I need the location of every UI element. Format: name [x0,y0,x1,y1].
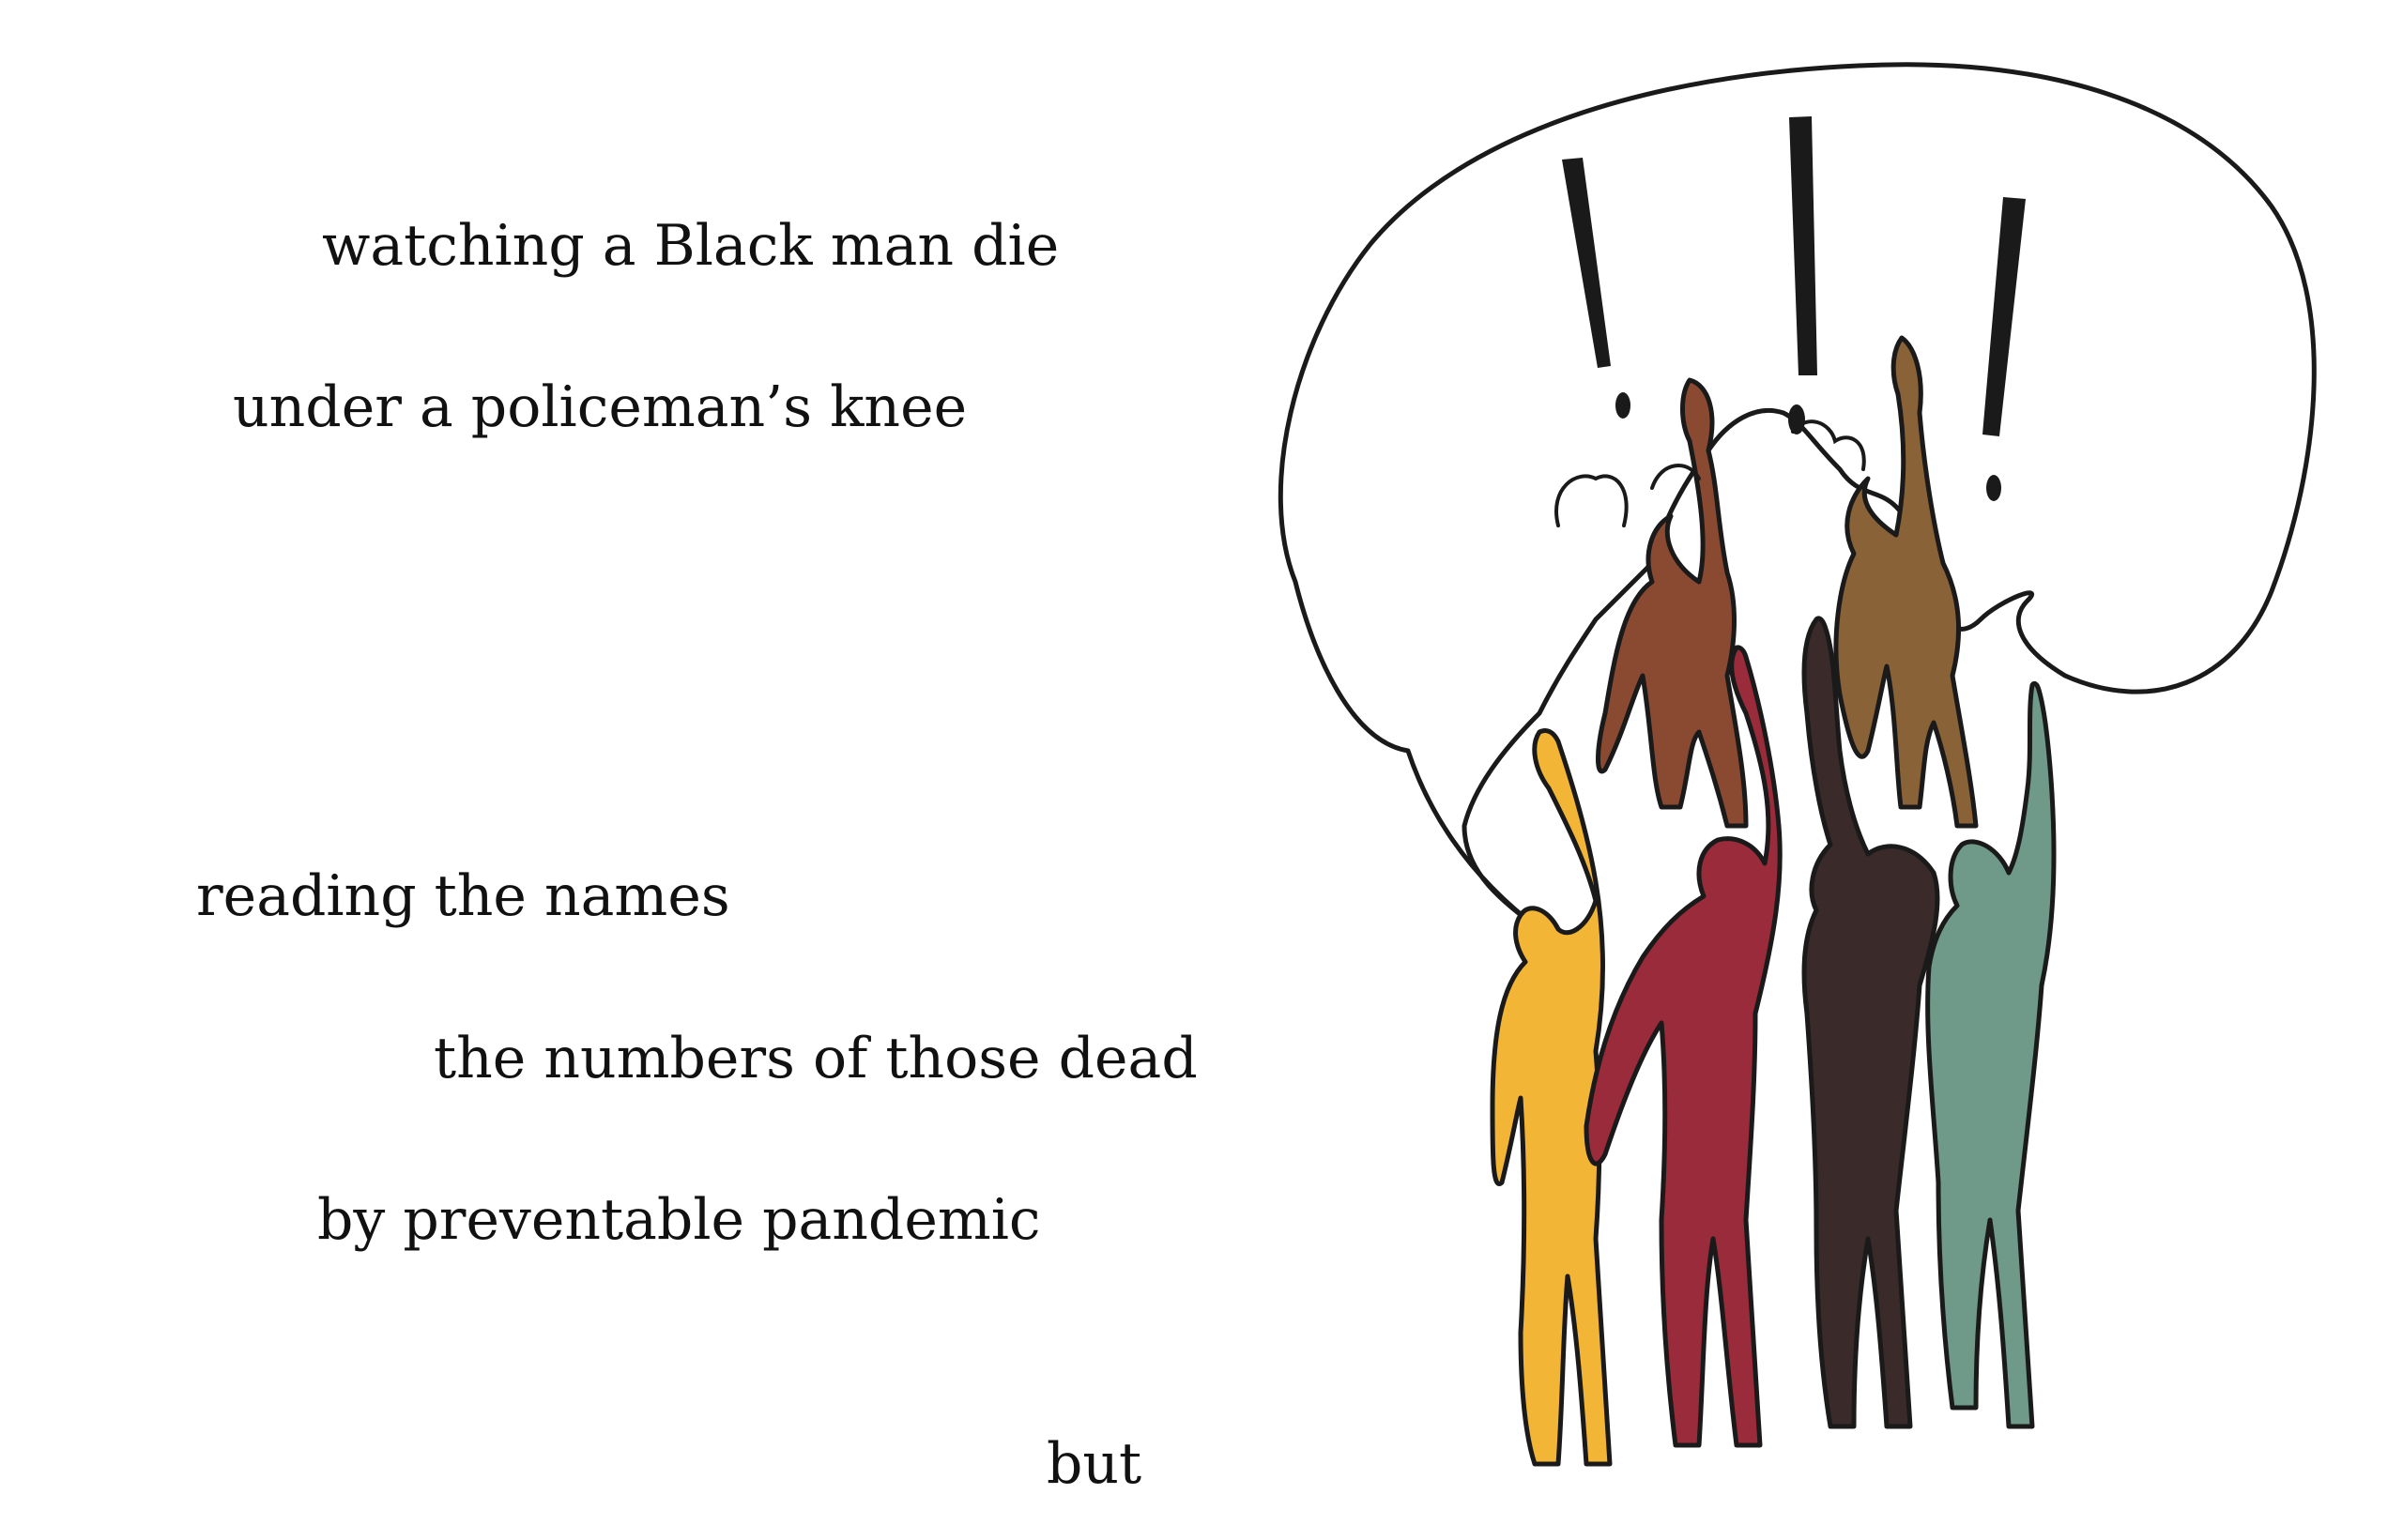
figure-black [1801,616,1940,1429]
bubble-outline [1278,62,2317,932]
figure-rust [1596,377,1749,829]
poem-line-4: the numbers of those dead [434,1026,1198,1091]
figure-crimson [1584,645,1783,1448]
exclamation-mark-icon [1982,197,2026,501]
poem-line-3: reading the names [196,863,730,929]
figure-yellow [1490,727,1613,1467]
poem-line-6: but [1047,1431,1142,1497]
figure-sage [1925,680,2057,1429]
exclamation-mark-icon [1562,158,1630,419]
protest-illustration [1278,62,2317,1467]
poem-line-5: by preventable pandemic [317,1187,1041,1253]
bubble-hands-outline [1554,419,1866,527]
exclamation-mark-icon [1788,116,1817,435]
figure-bronze [1833,335,1979,829]
poem-line-1: watching a Black man die [322,213,1060,279]
poem-line-2: under a policeman’s knee [233,374,968,440]
